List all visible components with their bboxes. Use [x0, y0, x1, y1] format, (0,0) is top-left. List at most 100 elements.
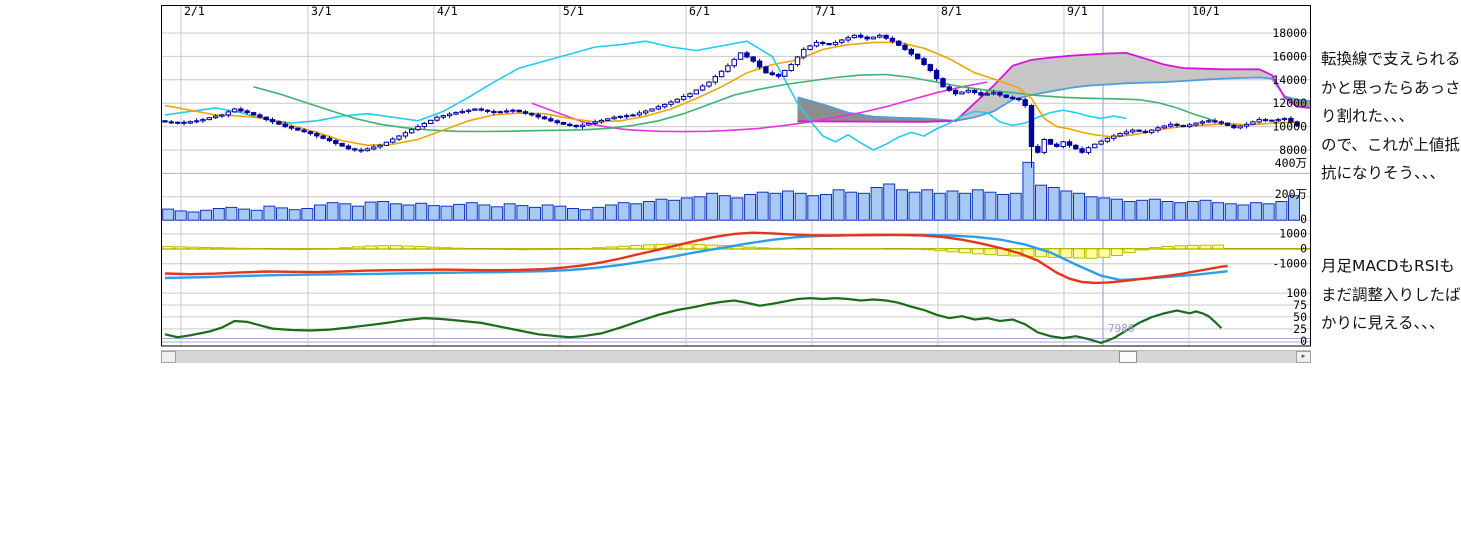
candle-body — [503, 110, 510, 113]
macd-histogram-bar — [288, 248, 301, 251]
volume-bar — [1250, 202, 1263, 221]
macd-histogram-bar — [617, 245, 630, 250]
volume-bar — [314, 204, 326, 221]
macd-histogram-bar — [1174, 245, 1187, 250]
candle-body — [769, 72, 775, 76]
candle-body — [1168, 123, 1174, 127]
volume-bar — [1148, 198, 1161, 221]
macd-line — [164, 231, 1228, 285]
candle-body — [269, 119, 276, 123]
macd-histogram-bar — [984, 248, 997, 256]
macd-histogram-bar — [1148, 247, 1161, 250]
chart-border — [161, 5, 1311, 347]
y-axis-label: 14000 — [1272, 73, 1307, 87]
volume-bar — [288, 209, 301, 221]
candle-body — [168, 121, 175, 124]
candle-body — [1269, 119, 1275, 122]
candle-body — [984, 93, 990, 96]
candle-body — [364, 148, 371, 152]
scroll-right-button[interactable]: ▸ — [1296, 351, 1311, 363]
volume-bar — [389, 203, 402, 221]
x-axis-label: 9/1 — [1067, 4, 1088, 18]
volume-bar — [655, 198, 668, 221]
candle-body — [465, 109, 472, 112]
macd-histogram-bar — [1098, 248, 1111, 258]
candle-body — [839, 39, 845, 43]
candle-body — [320, 135, 326, 139]
candle-body — [301, 129, 307, 133]
macd-histogram-bar — [1186, 244, 1199, 250]
marker-label: 7986 — [1108, 322, 1135, 335]
horizontal-scrollbar[interactable]: ▸ — [161, 350, 1311, 363]
volume-bar — [276, 207, 288, 221]
scrollbar-thumb[interactable] — [1119, 351, 1137, 363]
volume-bar — [1009, 192, 1022, 221]
volume-bar — [617, 202, 630, 221]
volume-bar — [921, 189, 934, 221]
macd-histogram-bar — [503, 248, 516, 251]
candle-body — [1187, 124, 1193, 128]
candle-body — [1092, 143, 1098, 149]
candle-body — [1142, 130, 1149, 134]
y-axis-label: 16000 — [1272, 49, 1307, 63]
candle-body — [497, 111, 503, 114]
macd-histogram-bar — [630, 245, 643, 250]
candle-body — [1199, 121, 1205, 124]
candle-body — [706, 81, 712, 87]
candle-body — [333, 140, 339, 144]
candle-body — [440, 115, 447, 118]
macd-histogram-bar — [744, 246, 757, 250]
candle-body — [238, 108, 244, 112]
ichimoku-cloud — [797, 97, 956, 122]
candle-body — [997, 92, 1003, 96]
volume-bar — [807, 195, 820, 221]
candle-body — [257, 114, 263, 118]
candle-body — [952, 89, 959, 95]
candle-body — [586, 122, 592, 126]
y-axis-label: 0 — [1300, 242, 1307, 256]
candle-body — [345, 145, 352, 150]
annotation-line: かと思ったらあっさ — [1321, 78, 1461, 97]
candle-body — [611, 116, 617, 120]
macd-histogram-bar — [921, 248, 934, 251]
candle-body — [940, 78, 946, 88]
volume-bar — [351, 205, 364, 221]
candle-body — [1161, 125, 1167, 129]
candle-body — [244, 110, 250, 114]
volume-bar — [1262, 203, 1275, 221]
macd-histogram-bar — [200, 246, 213, 250]
volume-bar — [895, 189, 908, 221]
candle-body — [832, 41, 839, 46]
volume-bar — [782, 190, 794, 221]
volume-bar — [1136, 199, 1149, 221]
candle-body — [282, 123, 288, 128]
volume-bar — [402, 204, 415, 221]
volume-bar — [339, 203, 352, 221]
candle-body — [851, 34, 858, 39]
volume-bar — [541, 204, 554, 221]
scroll-left-button[interactable] — [161, 351, 176, 363]
volume-bar — [794, 192, 807, 221]
x-axis-label: 4/1 — [437, 4, 458, 18]
volume-bar — [756, 191, 769, 221]
candle-body — [453, 112, 459, 115]
candle-body — [1085, 147, 1092, 153]
macd-histogram-bar — [604, 246, 617, 250]
candle-body — [687, 93, 693, 98]
candle-body — [1009, 96, 1016, 100]
volume-bar — [845, 191, 858, 221]
candle-body — [921, 58, 927, 66]
volume-bar — [187, 211, 200, 221]
candle-body — [415, 126, 421, 131]
x-axis-label: 10/1 — [1192, 4, 1220, 18]
candle-body — [1041, 139, 1047, 153]
volume-bar — [326, 202, 339, 221]
volume-bar — [769, 192, 782, 221]
candle-body — [870, 36, 877, 40]
volume-bar — [250, 209, 263, 221]
volume-bar — [959, 192, 972, 221]
volume-bar — [1035, 184, 1047, 221]
candle-body — [643, 110, 649, 114]
ichimoku-cloud — [1278, 86, 1310, 108]
